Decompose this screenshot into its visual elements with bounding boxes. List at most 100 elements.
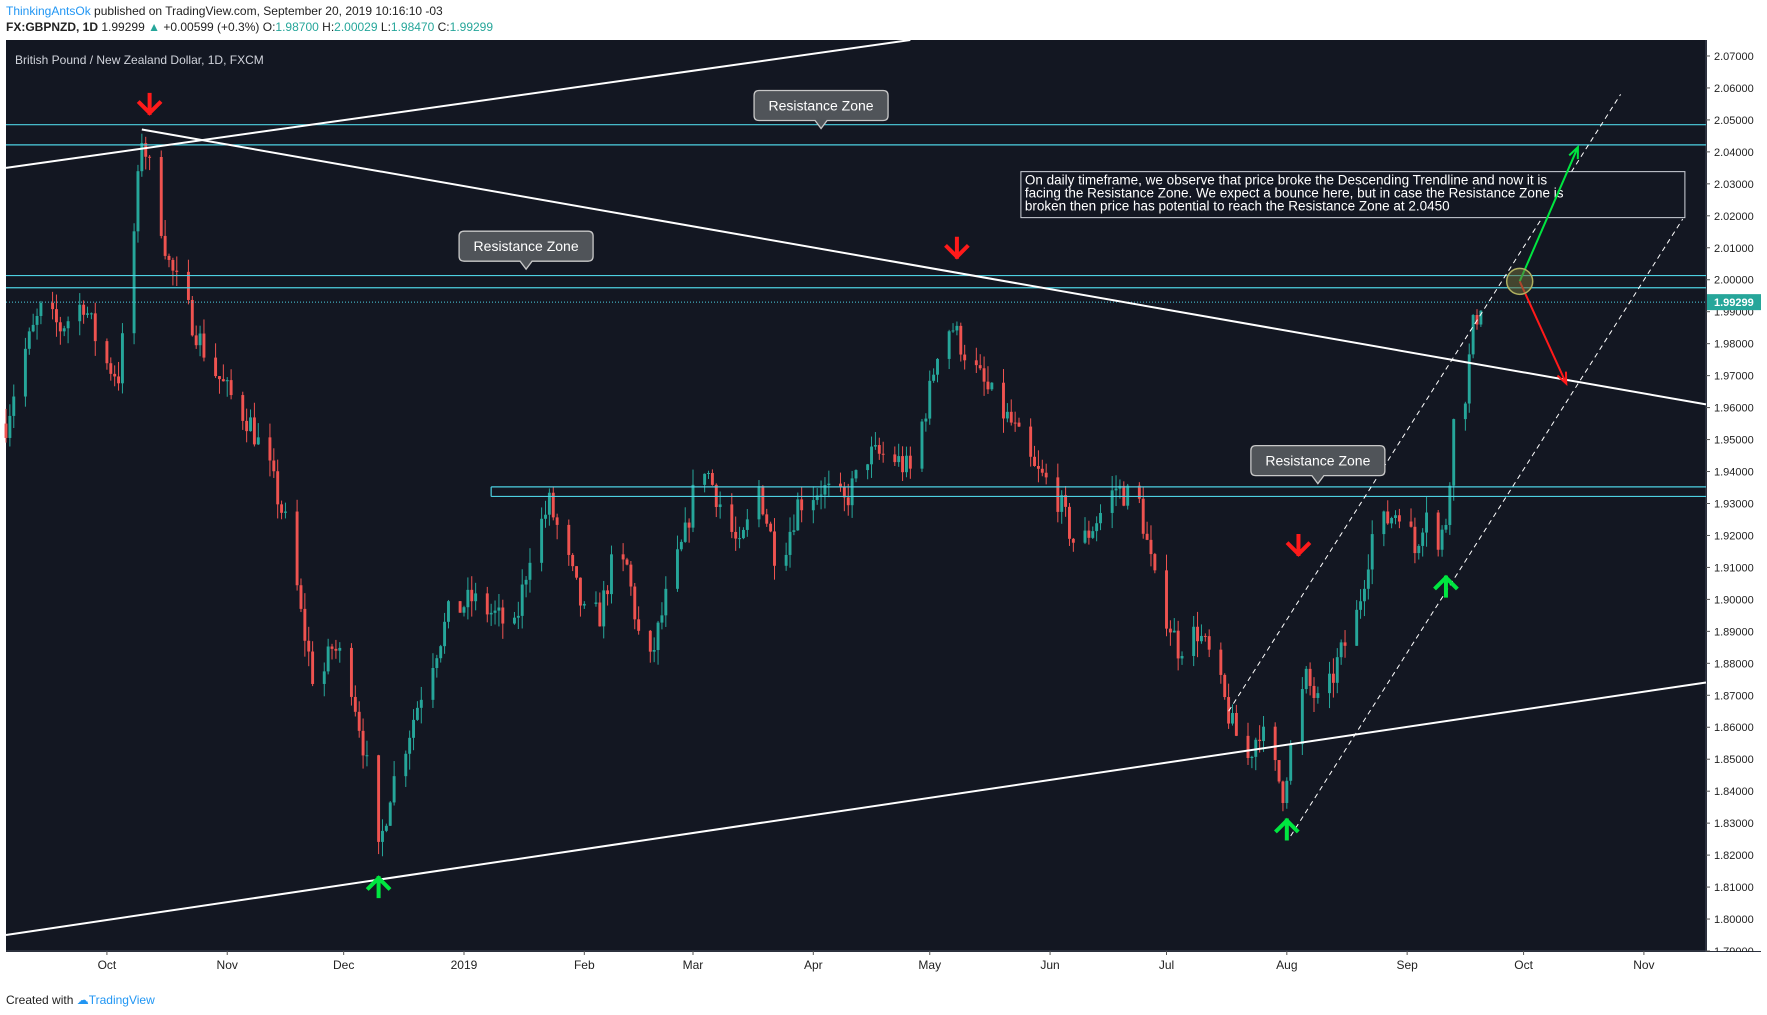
candle-body (866, 464, 870, 471)
candle-body (823, 485, 827, 495)
candle-body (842, 487, 846, 498)
price-tick-label: 2.05000 (1714, 115, 1754, 127)
candle-body (93, 313, 97, 342)
breakout-circle (1505, 267, 1534, 296)
candle-body (730, 504, 734, 532)
candle-body (1068, 506, 1071, 539)
price-chart[interactable]: Resistance Zone Resistance Zone Resistance… (0, 40, 1767, 983)
price-tick-label: 1.88000 (1714, 658, 1754, 670)
candle-body (501, 607, 505, 624)
candle-body (1328, 673, 1331, 694)
price-tick-label: 2.02000 (1714, 211, 1754, 223)
candle-body (27, 331, 31, 349)
candle-body (194, 335, 198, 346)
chart-title: British Pound / New Zealand Dollar, 1D, … (15, 53, 264, 67)
candle-body (419, 699, 423, 708)
candle-body (113, 373, 117, 377)
candle-body (893, 454, 897, 463)
price-tick-label: 1.97000 (1714, 371, 1754, 383)
candle-body (148, 156, 152, 158)
candle-body (458, 601, 462, 613)
candle-body (734, 531, 738, 539)
arrow-up-icon (1273, 817, 1300, 841)
price-tick-label: 1.98000 (1714, 339, 1754, 351)
candle-body (276, 471, 280, 505)
candle-body (520, 584, 524, 616)
time-tick-label: Jul (1159, 958, 1174, 972)
time-tick-label: May (918, 958, 941, 972)
price-tick-label: 1.95000 (1714, 435, 1754, 447)
candle-body (850, 478, 854, 506)
candle-body (120, 333, 124, 384)
candle-body (1064, 495, 1068, 507)
author-link[interactable]: ThinkingAntsOk (6, 4, 91, 18)
candle-body (528, 562, 532, 580)
candle-body (86, 313, 89, 315)
candle-body (1110, 490, 1114, 513)
published-info: published on TradingView.com, September … (94, 4, 443, 18)
tradingview-link[interactable]: TradingView (88, 993, 155, 1007)
candle-body (598, 602, 602, 627)
candle-body (745, 519, 749, 530)
candle-body (1386, 511, 1390, 524)
candle-body (388, 802, 392, 826)
candle-body (307, 640, 311, 652)
arrow-down-icon (1285, 534, 1312, 557)
candle-body (990, 382, 994, 390)
candle-body (252, 417, 256, 445)
candle-body (140, 143, 144, 172)
low-value: 1.98470 (390, 20, 435, 34)
price-tick-label: 2.07000 (1714, 51, 1754, 63)
candle-body (1071, 538, 1075, 543)
annotation-box (1020, 171, 1686, 219)
price-tick-label: 1.93000 (1714, 498, 1754, 510)
candle-body (920, 421, 924, 469)
candle-body (186, 271, 190, 300)
channel-lower (1290, 218, 1684, 837)
candle-body (1009, 411, 1013, 423)
candle-body (1199, 635, 1203, 642)
candle-body (1087, 530, 1091, 538)
candle-body (31, 324, 35, 332)
candle-body (1091, 531, 1095, 538)
candle-body (1149, 539, 1153, 555)
resistance-zones (6, 124, 1706, 498)
candle-body (1362, 588, 1366, 602)
candle-body (897, 456, 901, 463)
time-tick-label: Sep (1396, 958, 1418, 972)
candle-body (1060, 495, 1064, 512)
candle-body (683, 522, 687, 542)
time-tick-label: Oct (1514, 958, 1533, 972)
candle-body (1335, 657, 1339, 683)
candle-body (905, 455, 908, 473)
arrow-down-icon (944, 236, 970, 260)
candle-body (1308, 668, 1312, 686)
candle-body (322, 671, 326, 684)
candle-body (1390, 518, 1394, 524)
candle-body (1056, 477, 1060, 512)
candle-body (982, 368, 986, 382)
candle-body (1219, 649, 1223, 675)
candle-body (718, 504, 722, 508)
candle-body (1300, 689, 1304, 745)
candle-body (1285, 780, 1289, 803)
change-up-icon: ▲ (148, 20, 160, 34)
candle-body (901, 456, 905, 473)
arrow-down-icon (136, 92, 163, 116)
candle-body (1165, 570, 1168, 629)
candle-body (873, 445, 877, 447)
candle-body (361, 730, 365, 756)
candle-body (62, 328, 66, 332)
candle-body (435, 658, 439, 668)
time-tick-label: Aug (1276, 958, 1297, 972)
time-axis[interactable]: Oct Nov Dec 2019 Feb Mar Apr May Jun Jul Aug Sep Oct… (6, 951, 1761, 983)
price-axis[interactable]: 2.07000 2.06000 2.05000 2.04000 2.03000 2.020… (1706, 40, 1761, 958)
current-price-label: 1.99299 (1714, 297, 1754, 309)
price-tick-label: 1.87000 (1714, 690, 1754, 702)
candle-body (687, 522, 691, 528)
candle-body (493, 610, 497, 613)
candle-body (1394, 515, 1397, 519)
resistance-zone-label: Resistance Zone (474, 238, 579, 254)
candle-body (225, 380, 229, 382)
candle-body (1095, 523, 1099, 532)
